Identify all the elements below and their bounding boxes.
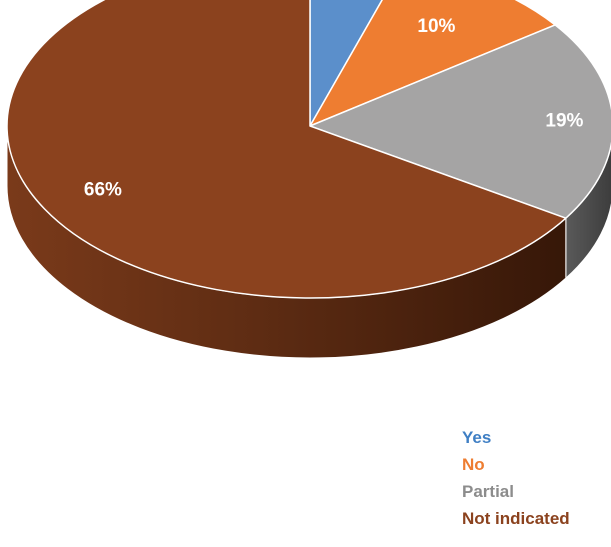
- legend-item-yes: Yes: [462, 428, 492, 447]
- pie-slice-not-indicated: [6, 0, 567, 299]
- legend-item-no: No: [462, 455, 485, 474]
- pie-slice-partial: [309, 24, 611, 219]
- legend: Yes No Partial Not indicated: [462, 424, 570, 532]
- data-label-partial: 19%: [545, 110, 583, 131]
- data-label-no: 10%: [417, 16, 455, 37]
- pie-slice-no: [309, 0, 556, 127]
- data-label-not-indicated: 66%: [84, 180, 122, 201]
- pie-label-layer: 5%10%19%66%: [84, 0, 584, 201]
- legend-item-not-indicated: Not indicated: [462, 509, 570, 528]
- pie-top-layer: [6, 0, 611, 299]
- legend-item-partial: Partial: [462, 482, 514, 501]
